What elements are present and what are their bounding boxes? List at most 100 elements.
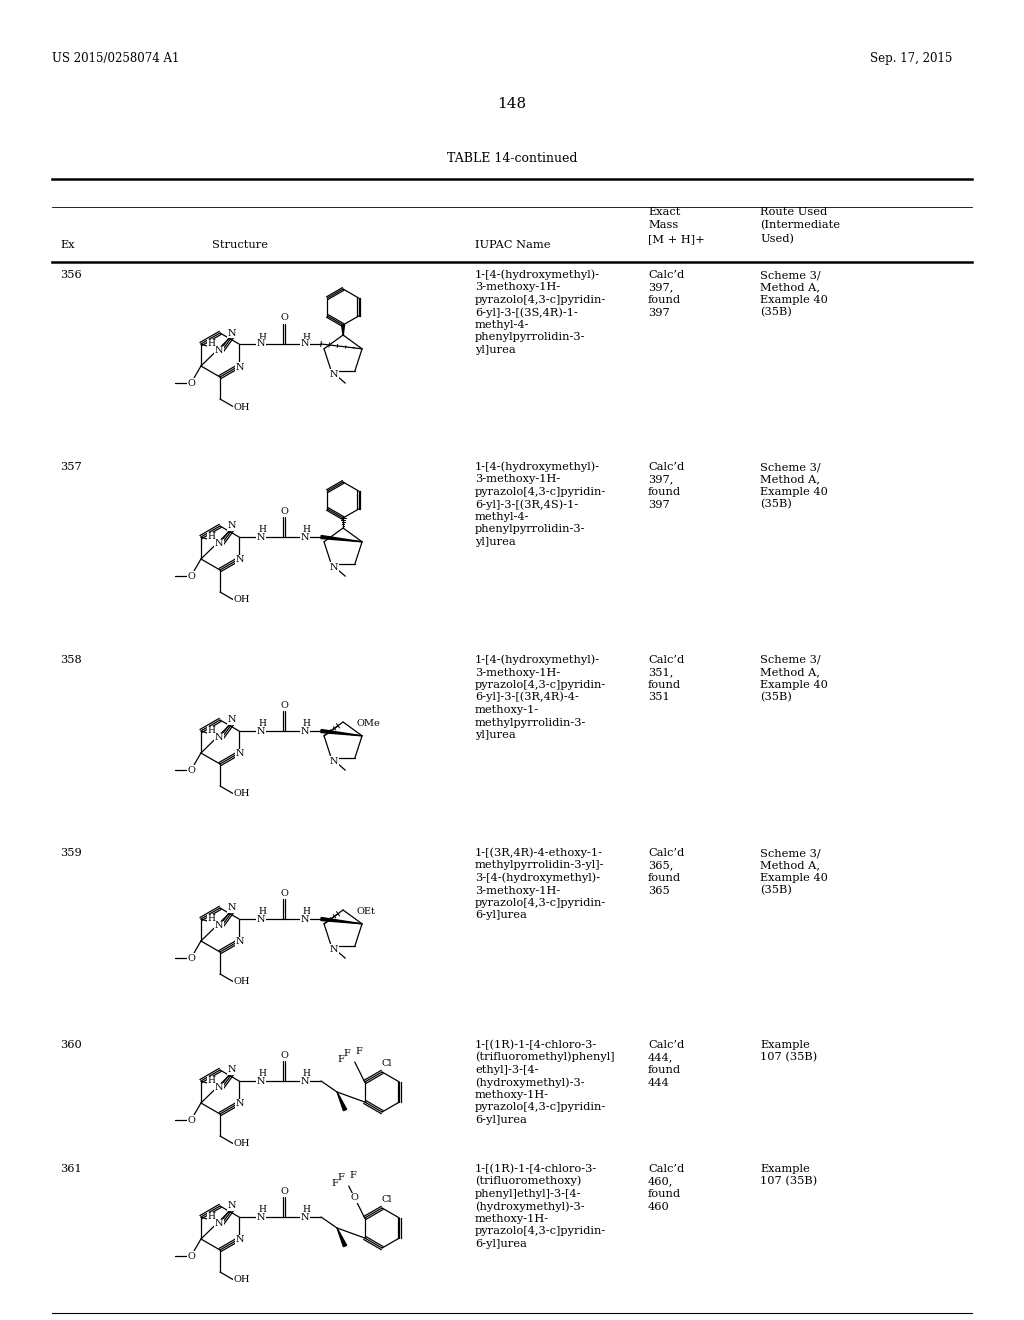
Text: F: F — [332, 1180, 338, 1188]
Text: H: H — [258, 1069, 266, 1078]
Text: yl]urea: yl]urea — [475, 730, 516, 741]
Text: H: H — [302, 719, 310, 729]
Text: Scheme 3/: Scheme 3/ — [760, 462, 821, 473]
Text: found: found — [648, 873, 681, 883]
Text: Method A,: Method A, — [760, 474, 820, 484]
Text: N: N — [215, 734, 223, 742]
Text: H: H — [258, 1205, 266, 1214]
Text: (hydroxymethyl)-3-: (hydroxymethyl)-3- — [475, 1201, 585, 1212]
Text: methylpyrrolidin-3-: methylpyrrolidin-3- — [475, 718, 587, 727]
Text: 148: 148 — [498, 96, 526, 111]
Text: (Intermediate: (Intermediate — [760, 219, 840, 230]
Text: H: H — [302, 1069, 310, 1078]
Text: found: found — [648, 1065, 681, 1074]
Text: (35B): (35B) — [760, 886, 792, 895]
Text: Example: Example — [760, 1040, 810, 1049]
Text: methyl-4-: methyl-4- — [475, 319, 529, 330]
Text: 351,: 351, — [648, 668, 674, 677]
Text: H: H — [302, 908, 310, 916]
Text: 3-methoxy-1H-: 3-methoxy-1H- — [475, 474, 560, 484]
Text: 397: 397 — [648, 499, 670, 510]
Text: Method A,: Method A, — [760, 282, 820, 293]
Text: Scheme 3/: Scheme 3/ — [760, 847, 821, 858]
Text: H: H — [208, 532, 216, 541]
Text: 3-methoxy-1H-: 3-methoxy-1H- — [475, 886, 560, 895]
Text: ethyl]-3-[4-: ethyl]-3-[4- — [475, 1065, 539, 1074]
Text: N: N — [301, 1077, 309, 1085]
Text: 1-[4-(hydroxymethyl)-: 1-[4-(hydroxymethyl)- — [475, 655, 600, 665]
Text: N: N — [301, 915, 309, 924]
Text: 1-[(1R)-1-[4-chloro-3-: 1-[(1R)-1-[4-chloro-3- — [475, 1040, 597, 1049]
Text: phenylpyrrolidin-3-: phenylpyrrolidin-3- — [475, 333, 586, 342]
Text: 351: 351 — [648, 693, 670, 702]
Text: Structure: Structure — [212, 240, 268, 249]
Text: (trifluoromethyl)phenyl]: (trifluoromethyl)phenyl] — [475, 1052, 614, 1063]
Polygon shape — [321, 536, 362, 541]
Text: O: O — [187, 1115, 195, 1125]
Text: TABLE 14-continued: TABLE 14-continued — [446, 152, 578, 165]
Text: OH: OH — [233, 1275, 250, 1284]
Text: [M + H]+: [M + H]+ — [648, 234, 705, 244]
Text: 6-yl]urea: 6-yl]urea — [475, 1239, 527, 1249]
Text: 444,: 444, — [648, 1052, 674, 1063]
Text: phenylpyrrolidin-3-: phenylpyrrolidin-3- — [475, 524, 586, 535]
Text: H: H — [208, 915, 216, 923]
Text: O: O — [187, 1251, 195, 1261]
Text: N: N — [301, 1213, 309, 1221]
Text: (35B): (35B) — [760, 692, 792, 702]
Text: N: N — [227, 903, 237, 912]
Text: O: O — [187, 379, 195, 388]
Text: Sep. 17, 2015: Sep. 17, 2015 — [870, 51, 952, 65]
Text: OEt: OEt — [356, 907, 375, 916]
Text: O: O — [281, 1187, 288, 1196]
Text: N: N — [227, 715, 237, 725]
Text: found: found — [648, 1189, 681, 1199]
Text: 3-methoxy-1H-: 3-methoxy-1H- — [475, 668, 560, 677]
Text: N: N — [215, 1084, 223, 1092]
Text: Used): Used) — [760, 234, 794, 244]
Text: N: N — [301, 532, 309, 541]
Text: OH: OH — [233, 789, 250, 799]
Text: N: N — [227, 329, 237, 338]
Text: US 2015/0258074 A1: US 2015/0258074 A1 — [52, 51, 179, 65]
Text: N: N — [236, 937, 245, 946]
Text: 6-yl]-3-[(3S,4R)-1-: 6-yl]-3-[(3S,4R)-1- — [475, 308, 578, 318]
Text: 1-[(3R,4R)-4-ethoxy-1-: 1-[(3R,4R)-4-ethoxy-1- — [475, 847, 603, 858]
Text: N: N — [257, 532, 265, 541]
Text: N: N — [236, 556, 245, 565]
Text: phenyl]ethyl]-3-[4-: phenyl]ethyl]-3-[4- — [475, 1189, 582, 1199]
Text: H: H — [208, 339, 216, 348]
Text: 3-methoxy-1H-: 3-methoxy-1H- — [475, 282, 560, 293]
Text: found: found — [648, 487, 681, 498]
Text: Cl: Cl — [382, 1060, 392, 1068]
Text: N: N — [257, 339, 265, 348]
Text: pyrazolo[4,3-c]pyridin-: pyrazolo[4,3-c]pyridin- — [475, 1102, 606, 1113]
Text: (trifluoromethoxy): (trifluoromethoxy) — [475, 1176, 582, 1187]
Text: 107 (35B): 107 (35B) — [760, 1052, 817, 1063]
Text: methoxy-1H-: methoxy-1H- — [475, 1090, 549, 1100]
Text: 357: 357 — [60, 462, 82, 473]
Text: pyrazolo[4,3-c]pyridin-: pyrazolo[4,3-c]pyridin- — [475, 1226, 606, 1237]
Text: O: O — [187, 954, 195, 962]
Text: Calc’d: Calc’d — [648, 1164, 684, 1173]
Text: Example 40: Example 40 — [760, 680, 827, 690]
Text: O: O — [281, 701, 288, 710]
Text: N: N — [227, 1201, 237, 1210]
Text: Scheme 3/: Scheme 3/ — [760, 271, 821, 280]
Text: Scheme 3/: Scheme 3/ — [760, 655, 821, 665]
Text: 360: 360 — [60, 1040, 82, 1049]
Text: (35B): (35B) — [760, 308, 792, 318]
Text: Cl: Cl — [382, 1196, 392, 1204]
Text: Route Used: Route Used — [760, 207, 827, 216]
Text: Calc’d: Calc’d — [648, 462, 684, 473]
Text: N: N — [215, 346, 223, 355]
Text: H: H — [258, 525, 266, 535]
Text: Method A,: Method A, — [760, 668, 820, 677]
Text: methoxy-1H-: methoxy-1H- — [475, 1214, 549, 1224]
Text: 460,: 460, — [648, 1176, 674, 1187]
Text: Calc’d: Calc’d — [648, 847, 684, 858]
Text: N: N — [227, 521, 237, 531]
Text: H: H — [258, 908, 266, 916]
Text: N: N — [236, 363, 245, 371]
Text: N: N — [330, 945, 339, 953]
